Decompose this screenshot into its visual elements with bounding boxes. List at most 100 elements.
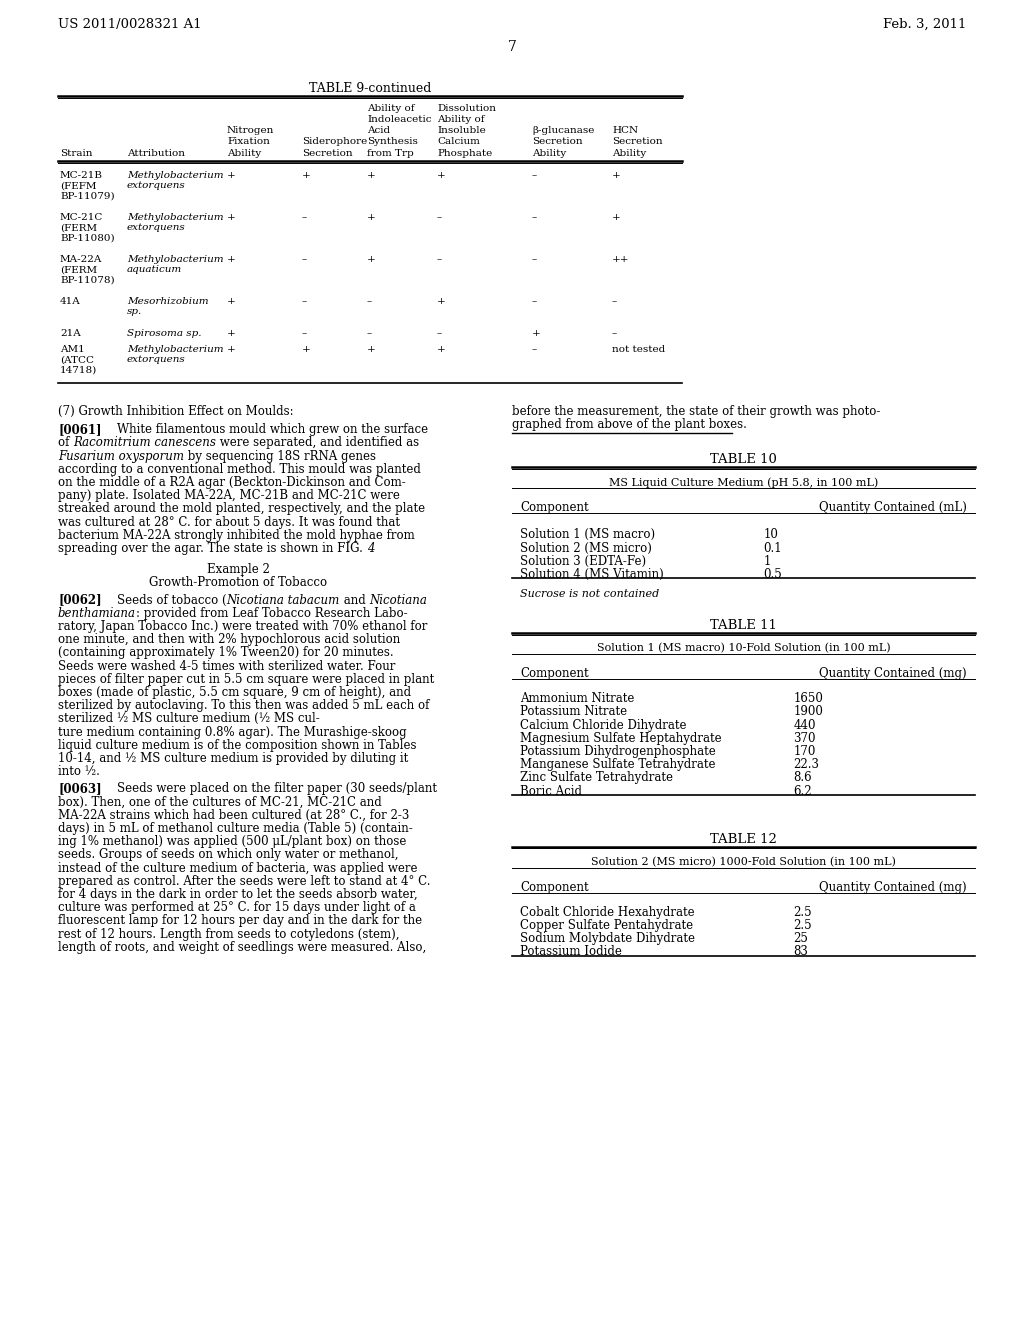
Text: –: –: [302, 255, 307, 264]
Text: 2.5: 2.5: [794, 919, 812, 932]
Text: +: +: [227, 329, 236, 338]
Text: –: –: [532, 213, 538, 222]
Text: 10: 10: [764, 528, 778, 541]
Text: 41A: 41A: [60, 297, 81, 306]
Text: 10-14, and ½ MS culture medium is provided by diluting it: 10-14, and ½ MS culture medium is provid…: [58, 752, 409, 766]
Text: MC-21B
(FEFM
BP-11079): MC-21B (FEFM BP-11079): [60, 172, 115, 201]
Text: Solution 1 (MS macro): Solution 1 (MS macro): [520, 528, 655, 541]
Text: Fusarium oxysporum: Fusarium oxysporum: [58, 450, 184, 462]
Text: [0063]: [0063]: [58, 783, 101, 796]
Text: –: –: [302, 329, 307, 338]
Text: ing 1% methanol) was applied (500 μL/plant box) on those: ing 1% methanol) was applied (500 μL/pla…: [58, 836, 407, 849]
Text: Acid: Acid: [367, 125, 390, 135]
Text: TABLE 12: TABLE 12: [710, 833, 777, 846]
Text: Ability of: Ability of: [367, 104, 415, 114]
Text: Ability: Ability: [612, 149, 646, 158]
Text: Sodium Molybdate Dihydrate: Sodium Molybdate Dihydrate: [520, 932, 695, 945]
Text: liquid culture medium is of the composition shown in Tables: liquid culture medium is of the composit…: [58, 739, 417, 752]
Text: of: of: [58, 437, 73, 449]
Text: Seeds were washed 4-5 times with sterilized water. Four: Seeds were washed 4-5 times with sterili…: [58, 660, 395, 673]
Text: 83: 83: [794, 945, 808, 958]
Text: for 4 days in the dark in order to let the seeds absorb water,: for 4 days in the dark in order to let t…: [58, 888, 418, 902]
Text: [0061]: [0061]: [58, 424, 101, 436]
Text: +: +: [367, 172, 376, 180]
Text: –: –: [302, 297, 307, 306]
Text: Nicotiana: Nicotiana: [369, 594, 427, 607]
Text: Nicotiana tabacum: Nicotiana tabacum: [226, 594, 340, 607]
Text: 1900: 1900: [794, 705, 823, 718]
Text: Quantity Contained (mg): Quantity Contained (mg): [819, 667, 967, 680]
Text: 1: 1: [764, 554, 771, 568]
Text: +: +: [227, 172, 236, 180]
Text: –: –: [437, 329, 442, 338]
Text: –: –: [532, 345, 538, 354]
Text: –: –: [302, 213, 307, 222]
Text: Methylobacterium
aquaticum: Methylobacterium aquaticum: [127, 255, 223, 275]
Text: 0.5: 0.5: [764, 568, 782, 581]
Text: sterilized ½ MS culture medium (½ MS cul-: sterilized ½ MS culture medium (½ MS cul…: [58, 713, 319, 726]
Text: Ability: Ability: [227, 149, 261, 158]
Text: 1650: 1650: [794, 692, 823, 705]
Text: +: +: [227, 213, 236, 222]
Text: Methylobacterium
extorquens: Methylobacterium extorquens: [127, 213, 223, 232]
Text: one minute, and then with 2% hypochlorous acid solution: one minute, and then with 2% hypochlorou…: [58, 634, 400, 647]
Text: AM1
(ATCC
14718): AM1 (ATCC 14718): [60, 345, 97, 375]
Text: Ability: Ability: [532, 149, 566, 158]
Text: rest of 12 hours. Length from seeds to cotyledons (stem),: rest of 12 hours. Length from seeds to c…: [58, 928, 399, 941]
Text: from Trp: from Trp: [367, 149, 414, 158]
Text: boxes (made of plastic, 5.5 cm square, 9 cm of height), and: boxes (made of plastic, 5.5 cm square, 9…: [58, 686, 411, 700]
Text: –: –: [612, 329, 617, 338]
Text: White filamentous mould which grew on the surface: White filamentous mould which grew on th…: [101, 424, 428, 436]
Text: MS Liquid Culture Medium (pH 5.8, in 100 mL): MS Liquid Culture Medium (pH 5.8, in 100…: [609, 478, 879, 488]
Text: Spirosoma sp.: Spirosoma sp.: [127, 329, 202, 338]
Text: +: +: [302, 172, 310, 180]
Text: Boric Acid: Boric Acid: [520, 784, 582, 797]
Text: –: –: [532, 172, 538, 180]
Text: pany) plate. Isolated MA-22A, MC-21B and MC-21C were: pany) plate. Isolated MA-22A, MC-21B and…: [58, 490, 400, 502]
Text: 0.1: 0.1: [764, 541, 782, 554]
Text: ++: ++: [612, 255, 630, 264]
Text: bacterium MA-22A strongly inhibited the mold hyphae from: bacterium MA-22A strongly inhibited the …: [58, 529, 415, 541]
Text: into ½.: into ½.: [58, 766, 100, 779]
Text: 7: 7: [508, 40, 516, 54]
Text: Siderophore: Siderophore: [302, 137, 368, 147]
Text: +: +: [227, 345, 236, 354]
Text: +: +: [437, 345, 445, 354]
Text: Phosphate: Phosphate: [437, 149, 493, 158]
Text: Solution 2 (MS micro) 1000-Fold Solution (in 100 mL): Solution 2 (MS micro) 1000-Fold Solution…: [591, 857, 896, 867]
Text: Calcium Chloride Dihydrate: Calcium Chloride Dihydrate: [520, 718, 686, 731]
Text: MA-22A
(FERM
BP-11078): MA-22A (FERM BP-11078): [60, 255, 115, 285]
Text: Indoleacetic: Indoleacetic: [367, 115, 431, 124]
Text: box). Then, one of the cultures of MC-21, MC-21C and: box). Then, one of the cultures of MC-21…: [58, 796, 382, 809]
Text: 440: 440: [794, 718, 816, 731]
Text: Seeds of tobacco (: Seeds of tobacco (: [101, 594, 226, 607]
Text: 25: 25: [794, 932, 808, 945]
Text: Potassium Nitrate: Potassium Nitrate: [520, 705, 627, 718]
Text: Secretion: Secretion: [532, 137, 583, 147]
Text: Ability of: Ability of: [437, 115, 484, 124]
Text: Quantity Contained (mg): Quantity Contained (mg): [819, 880, 967, 894]
Text: Example 2: Example 2: [207, 564, 269, 577]
Text: days) in 5 mL of methanol culture media (Table 5) (contain-: days) in 5 mL of methanol culture media …: [58, 822, 413, 836]
Text: : provided from Leaf Tobacco Research Labo-: : provided from Leaf Tobacco Research La…: [136, 607, 408, 620]
Text: Secretion: Secretion: [302, 149, 352, 158]
Text: (7) Growth Inhibition Effect on Moulds:: (7) Growth Inhibition Effect on Moulds:: [58, 405, 294, 418]
Text: ture medium containing 0.8% agar). The Murashige-skoog: ture medium containing 0.8% agar). The M…: [58, 726, 407, 739]
Text: +: +: [437, 172, 445, 180]
Text: seeds. Groups of seeds on which only water or methanol,: seeds. Groups of seeds on which only wat…: [58, 849, 398, 862]
Text: [0062]: [0062]: [58, 594, 101, 607]
Text: Strain: Strain: [60, 149, 92, 158]
Text: and: and: [340, 594, 369, 607]
Text: –: –: [532, 255, 538, 264]
Text: –: –: [437, 213, 442, 222]
Text: Magnesium Sulfate Heptahydrate: Magnesium Sulfate Heptahydrate: [520, 731, 722, 744]
Text: spreading over the agar. The state is shown in FIG.: spreading over the agar. The state is sh…: [58, 543, 367, 554]
Text: culture was performed at 25° C. for 15 days under light of a: culture was performed at 25° C. for 15 d…: [58, 902, 416, 915]
Text: Potassium Iodide: Potassium Iodide: [520, 945, 622, 958]
Text: pieces of filter paper cut in 5.5 cm square were placed in plant: pieces of filter paper cut in 5.5 cm squ…: [58, 673, 434, 686]
Text: not tested: not tested: [612, 345, 666, 354]
Text: –: –: [532, 297, 538, 306]
Text: +: +: [532, 329, 541, 338]
Text: Component: Component: [520, 880, 589, 894]
Text: Attribution: Attribution: [127, 149, 185, 158]
